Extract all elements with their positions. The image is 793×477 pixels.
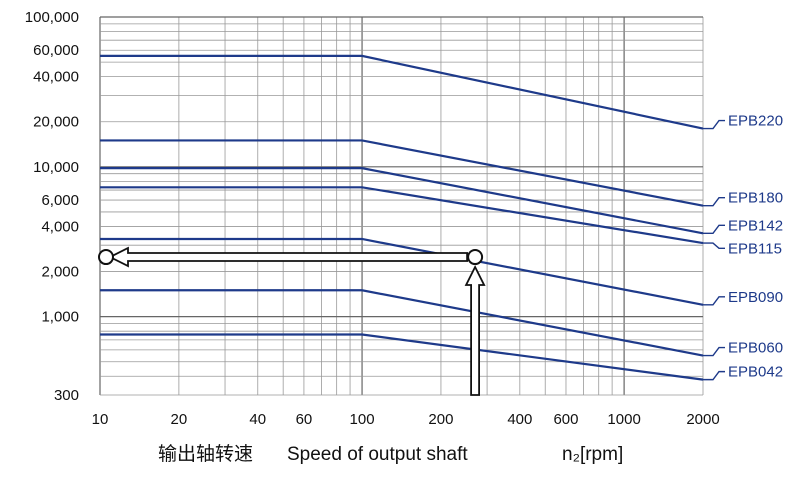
series-label: EPB060 (728, 340, 783, 357)
annotation-arrows (98, 246, 486, 396)
x-axis-title-cn: 输出轴转速 (158, 443, 253, 465)
y-tick-label: 20,000 (33, 114, 79, 131)
y-tick-label: 2,000 (41, 264, 79, 281)
series-line (100, 333, 704, 381)
left-arrow (107, 246, 468, 268)
x-tick-labels: 10 20 40 60 100 200 400 600 1000 2000 (92, 411, 720, 428)
x-tick-label: 10 (92, 411, 109, 428)
series-leader (703, 370, 725, 381)
y-tick-label: 40,000 (33, 69, 79, 86)
series-line (100, 289, 704, 357)
x-tick-label: 1000 (607, 411, 640, 428)
series-label: EPB090 (728, 289, 783, 306)
series-leader (703, 242, 725, 250)
y-tick-labels: 300 1,000 2,000 4,000 6,000 10,000 20,000 40,00… (25, 9, 79, 404)
series-label: EPB142 (728, 217, 783, 234)
series-leader (703, 296, 725, 306)
x-tick-label: 60 (296, 411, 313, 428)
series-leader (703, 119, 725, 130)
up-arrow (464, 265, 486, 396)
x-tick-label: 200 (428, 411, 453, 428)
series-leader (703, 346, 725, 357)
series-line (100, 54, 704, 130)
result-point-circle (98, 249, 114, 266)
series-leader (703, 197, 725, 207)
x-tick-label: 40 (249, 411, 266, 428)
x-tick-label: 400 (507, 411, 532, 428)
y-tick-label: 4,000 (41, 218, 79, 235)
x-axis-unit: n₂[rpm] (562, 444, 623, 465)
series-line (100, 237, 704, 306)
x-tick-label: 2000 (686, 411, 719, 428)
read-point-circle (467, 249, 484, 266)
y-tick-label: 60,000 (33, 42, 79, 59)
x-tick-label: 600 (553, 411, 578, 428)
series-labels: EPB220 EPB180 EPB142 EPB115 EPB090 EPB060 EPB0… (703, 113, 783, 381)
series-lines (100, 54, 704, 381)
x-tick-label: 20 (171, 411, 188, 428)
y-tick-label: 100,000 (25, 9, 79, 26)
series-leader (703, 224, 725, 235)
x-tick-label: 100 (350, 411, 375, 428)
y-tick-label: 6,000 (41, 192, 79, 209)
series-line (100, 139, 704, 207)
y-tick-label: 10,000 (33, 159, 79, 176)
series-label: EPB220 (728, 113, 783, 130)
series-label: EPB042 (728, 364, 783, 381)
y-tick-label: 300 (54, 387, 79, 404)
y-tick-label: 1,000 (41, 309, 79, 326)
x-axis-title-en: Speed of output shaft (287, 444, 468, 465)
series-line (100, 186, 704, 245)
series-label: EPB180 (728, 190, 783, 207)
series-line (100, 167, 704, 235)
series-label: EPB115 (728, 240, 782, 257)
